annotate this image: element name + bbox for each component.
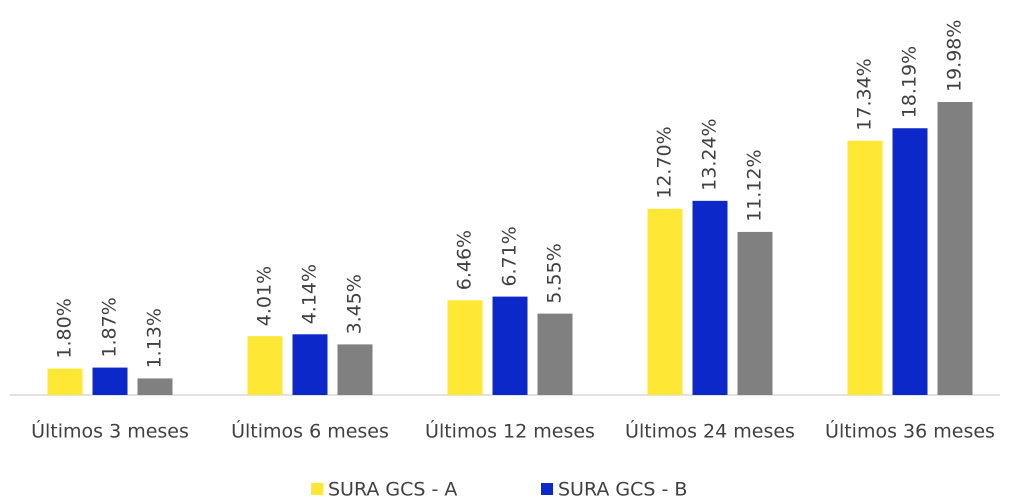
data-label: 19.98%	[944, 20, 966, 92]
bar	[847, 140, 883, 395]
bar	[737, 231, 773, 395]
data-label: 1.13%	[144, 308, 166, 368]
bar	[492, 296, 528, 395]
x-tick-label: Últimos 36 meses	[825, 419, 995, 443]
x-tick-label: Últimos 6 meses	[231, 419, 389, 443]
data-label: 6.71%	[499, 226, 521, 286]
legend-label: SURA GCS - A	[328, 479, 457, 498]
data-label: 12.70%	[654, 126, 676, 198]
bar	[137, 378, 173, 395]
legend-swatch	[541, 483, 553, 495]
x-tick-label: Últimos 3 meses	[31, 419, 189, 443]
bar	[92, 367, 128, 395]
x-tick-label: Últimos 12 meses	[425, 419, 595, 443]
legend-swatch	[311, 483, 323, 495]
bar	[337, 344, 373, 395]
bar	[292, 334, 328, 395]
bar	[537, 313, 573, 395]
bar	[647, 208, 683, 395]
bar	[937, 102, 973, 395]
data-label: 6.46%	[454, 230, 476, 290]
bar	[47, 368, 83, 395]
data-label: 17.34%	[854, 58, 876, 130]
bar	[892, 128, 928, 395]
data-label: 13.24%	[699, 118, 721, 190]
data-label: 1.87%	[99, 297, 121, 357]
data-label: 4.14%	[299, 264, 321, 324]
data-label: 3.45%	[344, 274, 366, 334]
legend-label: SURA GCS - B	[558, 479, 687, 498]
data-label: 1.80%	[54, 298, 76, 358]
data-label: 18.19%	[899, 46, 921, 118]
bar	[247, 336, 283, 395]
data-label: 4.01%	[254, 266, 276, 326]
bar	[447, 300, 483, 395]
bar	[692, 200, 728, 395]
x-tick-label: Últimos 24 meses	[625, 419, 795, 443]
data-label: 11.12%	[744, 149, 766, 221]
data-label: 5.55%	[544, 243, 566, 303]
